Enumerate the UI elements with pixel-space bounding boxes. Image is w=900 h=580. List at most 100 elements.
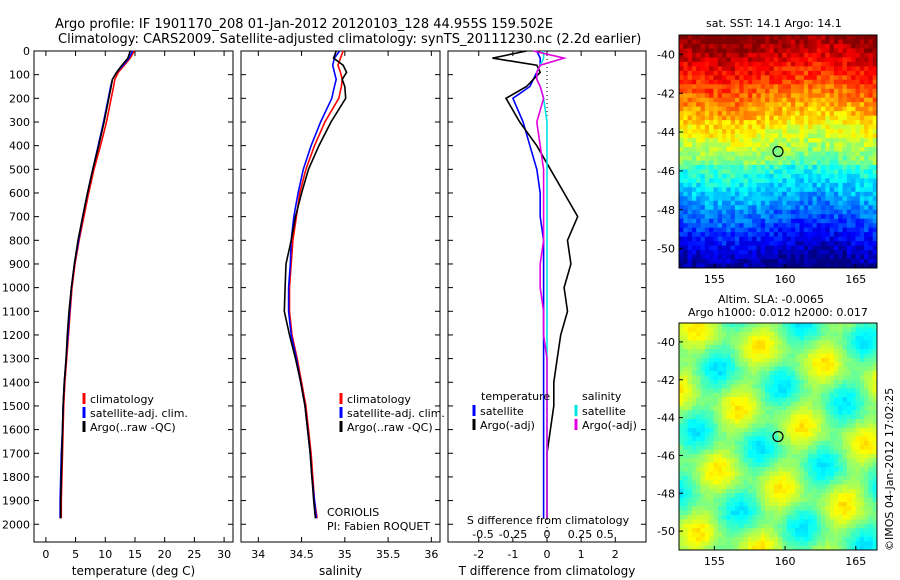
map-cell [696, 392, 701, 398]
map-cell [864, 79, 869, 85]
map-cell [722, 453, 727, 459]
map-cell [864, 515, 869, 520]
map-cell [717, 84, 723, 90]
map-cell [816, 61, 822, 67]
map-cell [687, 191, 693, 197]
map-x-tick-label: 165 [845, 273, 866, 286]
map-cell [842, 61, 848, 67]
map-cell [808, 75, 813, 81]
map-cell [864, 151, 869, 157]
map-cell [816, 323, 822, 328]
map-cell [778, 432, 783, 437]
map-cell [799, 250, 805, 255]
map-y-tick-label: -50 [657, 243, 675, 256]
map-cell [743, 401, 749, 407]
map-cell [778, 357, 783, 363]
map-cell [864, 191, 869, 197]
map-cell [795, 327, 800, 333]
map-cell [868, 515, 874, 520]
map-cell [726, 138, 732, 143]
map-cell [704, 106, 710, 112]
map-cell [722, 133, 727, 139]
map-cell [821, 259, 826, 264]
map-cell [713, 66, 719, 72]
map-cell [855, 410, 861, 416]
map-cell [726, 436, 732, 442]
map-cell [829, 366, 835, 372]
map-cell [808, 254, 813, 260]
map-cell [821, 187, 826, 193]
map-cell [842, 205, 848, 211]
map-cell [816, 419, 822, 424]
map-cell [773, 484, 779, 490]
map-cell [700, 39, 706, 45]
map-cell [709, 84, 714, 90]
y-tick-label: 600 [9, 187, 30, 200]
map-cell [803, 214, 809, 220]
map-y-tick-label: -40 [657, 48, 675, 61]
map-cell [709, 366, 714, 372]
map-cell [747, 323, 753, 328]
map-cell [795, 497, 800, 503]
map-cell [773, 43, 779, 49]
map-cell [846, 423, 852, 429]
map-cell [704, 344, 710, 350]
map-cell [687, 379, 693, 385]
map-cell [868, 475, 874, 481]
map-cell [786, 336, 792, 341]
map-cell [864, 164, 869, 170]
map-cell [769, 436, 775, 442]
map-cell [700, 392, 706, 398]
map-cell [683, 70, 688, 76]
map-cell [734, 488, 740, 494]
map-cell [765, 209, 770, 215]
map-cell [859, 142, 865, 148]
map-cell [743, 138, 749, 143]
map-cell [747, 187, 753, 193]
map-cell [769, 142, 775, 148]
map-cell [760, 362, 766, 368]
map-cell [782, 331, 787, 337]
map-cell [838, 93, 843, 99]
map-cell [700, 462, 706, 468]
map-cell [760, 510, 766, 516]
map-cell [829, 115, 835, 121]
map-cell [851, 362, 856, 368]
map-cell [756, 43, 762, 49]
map-cell [778, 405, 783, 411]
map-cell [842, 48, 848, 54]
figure-title-line2: Climatology: CARS2009. Satellite-adjuste… [58, 32, 641, 47]
map-cell [696, 458, 701, 464]
map-cell [825, 43, 831, 49]
map-cell [743, 462, 749, 468]
map-cell [868, 164, 874, 170]
map-cell [713, 405, 719, 411]
map-cell [679, 388, 684, 394]
map-cell [679, 467, 684, 472]
map-cell [726, 120, 732, 126]
map-cell [696, 39, 701, 45]
map-cell [833, 115, 839, 121]
map-cell [773, 178, 779, 184]
map-cell [760, 124, 766, 130]
map-cell [696, 462, 701, 468]
map-cell [713, 493, 719, 499]
map-cell [808, 462, 813, 468]
map-cell [722, 519, 727, 525]
map-cell [696, 541, 701, 547]
map-cell [846, 414, 852, 420]
map-cell [769, 484, 775, 490]
map-cell [730, 115, 736, 121]
map-cell [812, 155, 818, 161]
map-cell [734, 241, 740, 246]
map-cell [816, 39, 822, 45]
map-cell [687, 331, 693, 337]
x-tick-label: -2 [473, 548, 484, 561]
map-cell [799, 392, 805, 398]
map-cell [864, 501, 869, 507]
map-cell [739, 440, 744, 446]
map-cell [786, 129, 792, 134]
map-cell [743, 536, 749, 542]
map-cell [683, 241, 688, 246]
map-cell [756, 218, 762, 224]
